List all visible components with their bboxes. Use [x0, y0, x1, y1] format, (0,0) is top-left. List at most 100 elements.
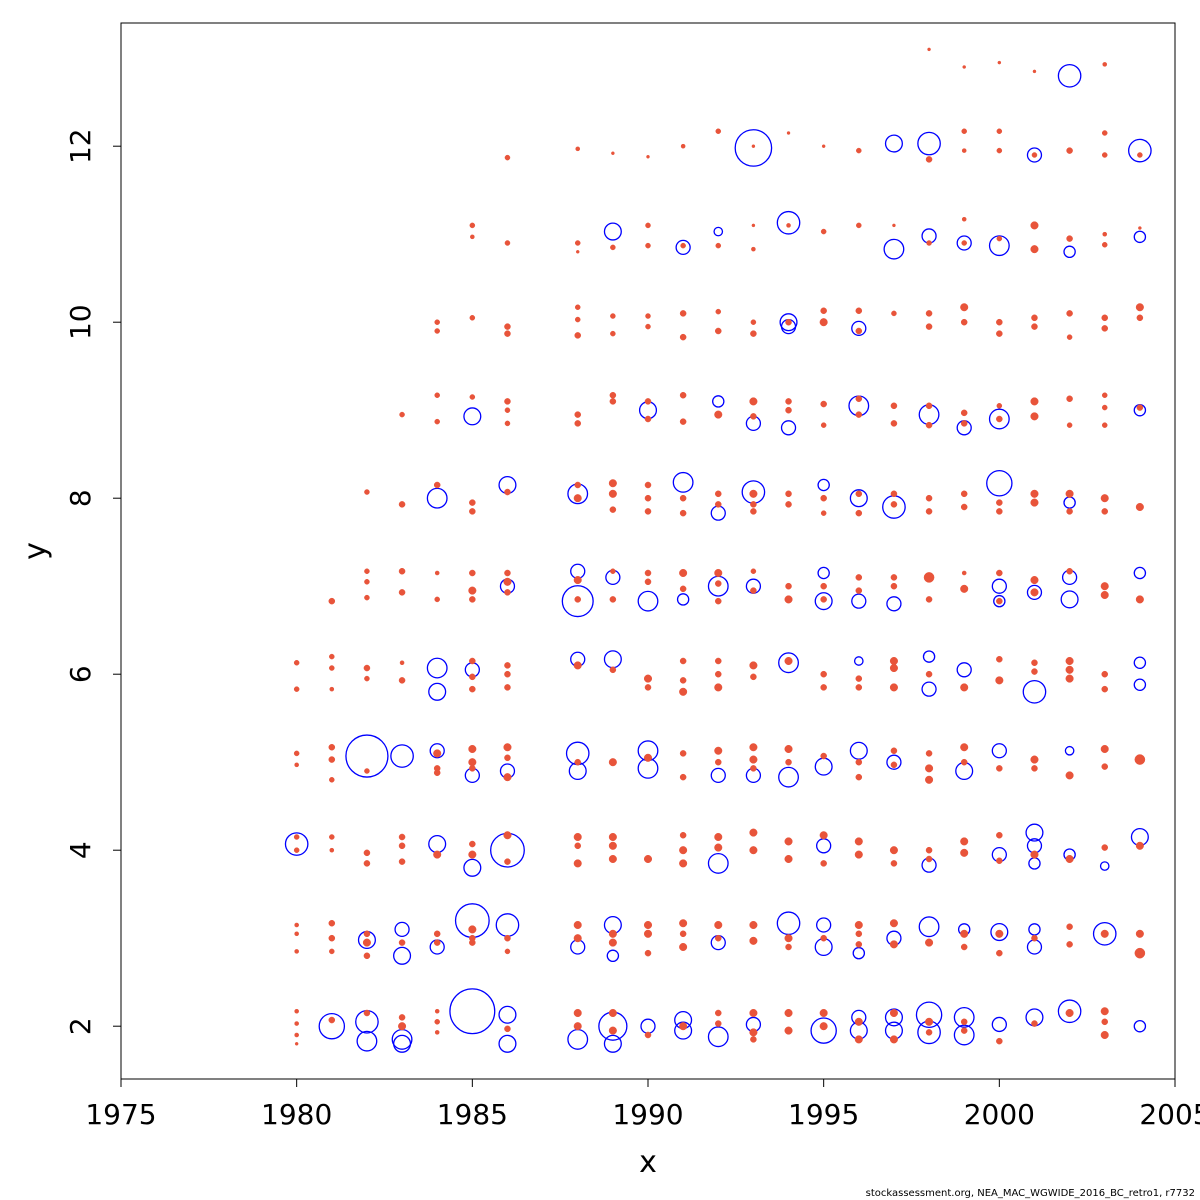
positive-residual-bubble	[960, 848, 969, 857]
positive-residual-bubble	[644, 684, 652, 691]
positive-residual-bubble	[960, 420, 968, 427]
positive-residual-bubble	[573, 576, 582, 585]
positive-residual-bubble	[293, 847, 300, 853]
positive-residual-bubble	[504, 240, 511, 246]
positive-residual-bubble	[1031, 659, 1038, 667]
positive-residual-bubble	[1031, 934, 1038, 942]
positive-residual-bubble	[820, 934, 827, 942]
positive-residual-bubble	[469, 840, 476, 848]
positive-residual-bubble	[503, 743, 512, 752]
negative-residual-bubble	[498, 1005, 517, 1024]
positive-residual-bubble	[433, 930, 441, 938]
positive-residual-bubble	[434, 392, 440, 399]
negative-residual-bubble	[1133, 678, 1147, 692]
positive-residual-bubble	[468, 758, 477, 767]
negative-residual-bubble	[884, 134, 903, 153]
positive-residual-bubble	[1135, 929, 1144, 938]
positive-residual-bubble	[960, 318, 968, 326]
positive-residual-bubble	[434, 596, 440, 603]
positive-residual-bubble	[749, 1008, 758, 1018]
positive-residual-bubble	[996, 147, 1003, 154]
negative-residual-bubble	[498, 1034, 517, 1053]
x-tick-label: 1980	[261, 1098, 332, 1131]
positive-residual-bubble	[1066, 941, 1073, 948]
negative-residual-bubble	[956, 235, 972, 251]
positive-residual-bubble	[644, 398, 652, 405]
positive-residual-bubble	[329, 686, 335, 692]
positive-residual-bubble	[328, 597, 336, 605]
positive-residual-bubble	[925, 775, 934, 784]
negative-residual-bubble	[449, 988, 496, 1035]
positive-residual-bubble	[960, 837, 969, 846]
negative-residual-bubble	[853, 656, 864, 666]
positive-residual-bubble	[329, 847, 335, 853]
positive-residual-bubble	[784, 1008, 793, 1018]
positive-residual-bubble	[469, 315, 476, 321]
negative-residual-bubble	[1057, 63, 1082, 88]
positive-residual-bubble	[574, 420, 582, 427]
positive-residual-bubble	[855, 307, 863, 315]
negative-residual-bubble	[993, 594, 1006, 608]
positive-residual-bubble	[1102, 231, 1107, 237]
positive-residual-bubble	[715, 128, 722, 135]
positive-residual-bubble	[608, 929, 617, 938]
positive-residual-bubble	[1101, 685, 1109, 693]
positive-residual-bubble	[855, 574, 863, 581]
positive-residual-bubble	[363, 849, 371, 857]
positive-residual-bubble	[786, 131, 791, 135]
positive-residual-bubble	[889, 656, 898, 666]
positive-residual-bubble	[819, 1022, 828, 1031]
positive-residual-bubble	[398, 858, 406, 865]
positive-residual-bubble	[1101, 325, 1109, 332]
positive-residual-bubble	[363, 930, 371, 938]
negative-residual-bubble	[345, 734, 389, 778]
positive-residual-bubble	[608, 1026, 617, 1035]
positive-residual-bubble	[504, 948, 511, 955]
positive-residual-bubble	[1030, 588, 1039, 597]
positive-residual-bubble	[785, 582, 792, 590]
positive-residual-bubble	[960, 758, 968, 766]
positive-residual-bubble	[1065, 674, 1074, 683]
positive-residual-bubble	[1101, 404, 1108, 411]
negative-residual-bubble	[779, 313, 798, 332]
positive-residual-bubble	[1065, 656, 1074, 666]
positive-residual-bubble	[925, 764, 934, 773]
positive-residual-bubble	[996, 597, 1003, 605]
positive-residual-bubble	[644, 1031, 652, 1039]
positive-residual-bubble	[714, 501, 722, 508]
positive-residual-bubble	[294, 762, 299, 768]
negative-residual-bubble	[883, 238, 905, 260]
positive-residual-bubble	[608, 479, 617, 488]
positive-residual-bubble	[644, 415, 652, 423]
positive-residual-bubble	[363, 664, 371, 672]
positive-residual-bubble	[925, 310, 933, 317]
positive-residual-bubble	[294, 1032, 299, 1038]
positive-residual-bubble	[714, 580, 722, 587]
negative-residual-bubble	[849, 489, 868, 508]
positive-residual-bubble	[575, 250, 580, 254]
positive-residual-bubble	[784, 837, 793, 846]
positive-residual-bubble	[328, 1016, 336, 1024]
negative-residual-bubble	[1063, 245, 1076, 259]
positive-residual-bubble	[820, 752, 827, 760]
positive-residual-bubble	[293, 686, 300, 692]
negative-residual-bubble	[561, 585, 594, 618]
positive-residual-bubble	[1101, 844, 1109, 851]
negative-residual-bubble	[426, 487, 448, 509]
positive-residual-bubble	[962, 65, 966, 69]
positive-residual-bubble	[751, 223, 756, 228]
positive-residual-bubble	[1031, 1020, 1038, 1027]
positive-residual-bubble	[925, 938, 934, 947]
positive-residual-bubble	[961, 148, 967, 153]
positive-residual-bubble	[925, 596, 933, 603]
positive-residual-bubble	[820, 228, 827, 235]
positive-residual-bubble	[890, 747, 898, 755]
positive-residual-bubble	[644, 569, 652, 577]
positive-residual-bubble	[785, 406, 792, 414]
positive-residual-bubble	[504, 684, 511, 691]
positive-residual-bubble	[785, 501, 792, 508]
positive-residual-bubble	[469, 499, 476, 506]
positive-residual-bubble	[504, 488, 511, 496]
positive-residual-bubble	[750, 413, 757, 420]
positive-residual-bubble	[997, 60, 1002, 65]
